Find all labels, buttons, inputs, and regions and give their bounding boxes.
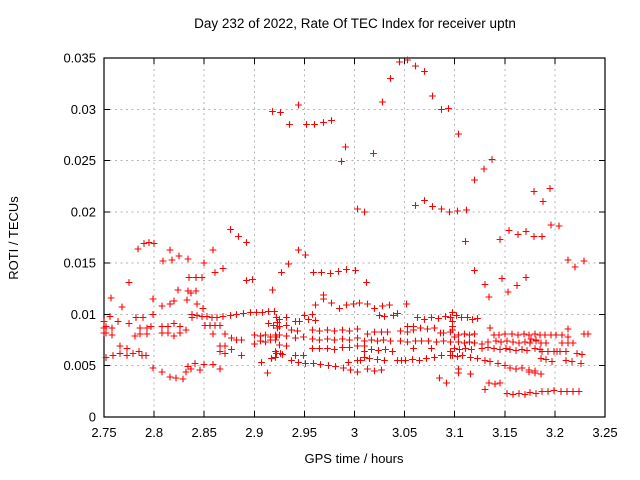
x-tick-label: 2.95: [292, 425, 317, 440]
y-tick-label: 0.025: [63, 153, 96, 168]
grid-lines: [103, 57, 606, 418]
y-tick-label: 0.015: [63, 256, 96, 271]
x-tick-label: 2.9: [245, 425, 263, 440]
x-tick-labels: 2.75 2.8 2.85 2.9 2.95 3 3.05 3.1 3.15 3.2 3.25: [91, 425, 617, 440]
x-tick-label: 3: [351, 425, 358, 440]
x-tick-label: 3.05: [392, 425, 417, 440]
chart-title: Day 232 of 2022, Rate Of TEC Index for r…: [194, 16, 516, 31]
y-tick-label: 0.01: [71, 307, 96, 322]
x-tick-label: 2.75: [91, 425, 116, 440]
y-tick-label: 0.02: [71, 204, 96, 219]
x-tick-label: 2.8: [145, 425, 163, 440]
y-tick-label: 0.005: [63, 358, 96, 373]
x-axis-label: GPS time / hours: [305, 451, 404, 466]
x-tick-label: 3.1: [446, 425, 464, 440]
x-tick-label: 2.85: [192, 425, 217, 440]
y-axis-label: ROTI / TECUs: [6, 196, 21, 280]
x-tick-label: 3.25: [592, 425, 617, 440]
y-tick-label: 0.035: [63, 51, 96, 66]
y-tick-label: 0.03: [71, 102, 96, 117]
data-points: [100, 56, 592, 398]
y-tick-labels: 0 0.005 0.01 0.015 0.02 0.025 0.03 0.035: [63, 51, 96, 425]
x-tick-label: 3.2: [546, 425, 564, 440]
y-tick-label: 0: [89, 410, 96, 425]
plot-border: [103, 57, 606, 418]
x-tick-label: 3.15: [492, 425, 517, 440]
